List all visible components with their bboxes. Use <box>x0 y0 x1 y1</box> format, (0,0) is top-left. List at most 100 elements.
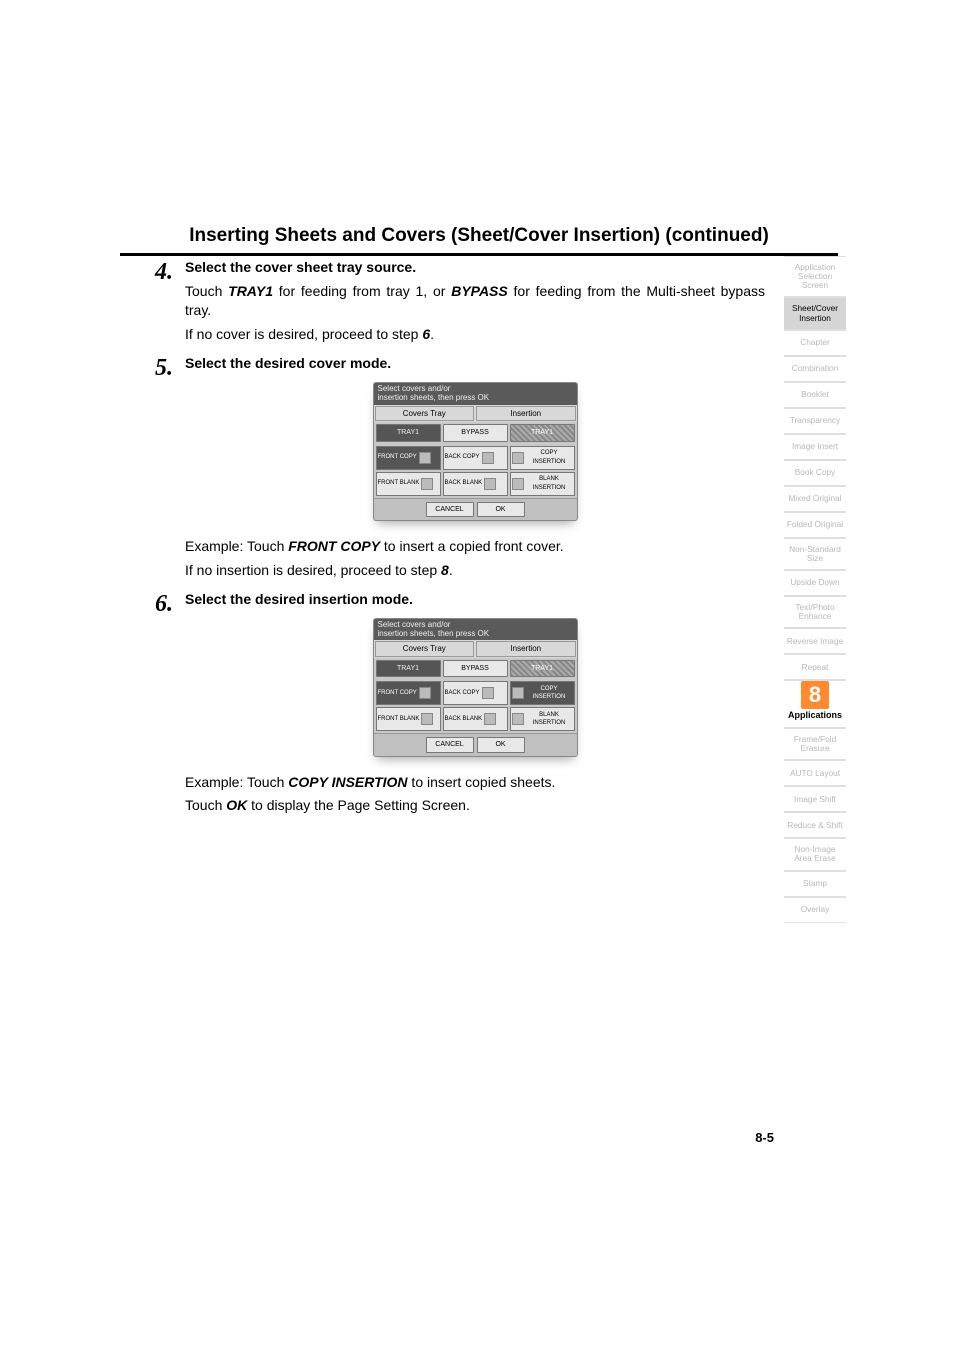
ok-label: OK <box>226 797 247 813</box>
step-6-example: Example: Touch COPY INSERTION to insert … <box>185 773 765 793</box>
label: FRONT COPY <box>378 689 417 697</box>
step-ref-6: 6 <box>422 326 430 342</box>
step-4-line1: Touch TRAY1 for feeding from tray 1, or … <box>185 282 765 321</box>
sidebar-item[interactable]: Book Copy <box>784 460 846 486</box>
sidebar-item[interactable]: Frame/Fold Erasure <box>784 728 846 760</box>
mock-section-covers: Covers Tray <box>375 406 475 421</box>
text: to display the Page Setting Screen. <box>247 797 470 813</box>
mock-top-row: TRAY1 BYPASS TRAY1 <box>374 658 577 680</box>
mock-sections: Covers Tray Insertion <box>374 405 577 422</box>
step-4-number: 4. <box>155 260 185 284</box>
sheet-icon <box>484 478 496 490</box>
cancel-button[interactable]: CANCEL <box>426 737 474 753</box>
bypass-button[interactable]: BYPASS <box>443 660 508 678</box>
label: BLANK INSERTION <box>526 475 573 492</box>
sidebar-item[interactable]: Booklet <box>784 382 846 408</box>
step-4-body: Select the cover sheet tray source. Touc… <box>185 258 765 348</box>
back-blank-button[interactable]: BACK BLANK <box>443 707 508 731</box>
sidebar-item-label: Repeat <box>802 663 829 672</box>
sidebar-item[interactable]: Text/Photo Enhance <box>784 596 846 628</box>
step-6-body: Select the desired insertion mode. Selec… <box>185 590 765 820</box>
sidebar-item-label: Folded Original <box>787 520 843 529</box>
sidebar-item[interactable]: Combination <box>784 356 846 382</box>
label: BACK BLANK <box>445 479 483 487</box>
front-blank-button[interactable]: FRONT BLANK <box>376 472 441 496</box>
text: for feeding from tray 1, or <box>273 283 451 299</box>
tray1-label: TRAY1 <box>228 283 273 299</box>
step-6-number: 6. <box>155 592 185 616</box>
back-copy-button[interactable]: BACK COPY <box>443 681 508 705</box>
sidebar-item-label: Booklet <box>801 390 829 399</box>
text: If no insertion is desired, proceed to s… <box>185 562 441 578</box>
sidebar-item-label: Reduce & Shift <box>787 821 842 830</box>
sidebar-item-label: Non-Standard Size <box>786 545 844 563</box>
sidebar-item[interactable]: Folded Original <box>784 512 846 538</box>
sidebar-item[interactable]: Repeat <box>784 654 846 680</box>
ok-button[interactable]: OK <box>477 737 525 753</box>
sheet-icon <box>512 713 524 725</box>
text: to insert copied sheets. <box>408 774 556 790</box>
front-copy-button[interactable]: FRONT COPY <box>376 446 441 470</box>
tray1-button[interactable]: TRAY1 <box>376 660 441 678</box>
text: to insert a copied front cover. <box>380 538 564 554</box>
sidebar-item[interactable]: Non-Standard Size <box>784 538 846 570</box>
step-6-heading: Select the desired insertion mode. <box>185 590 765 610</box>
mock-head-line1: Select covers and/or <box>378 384 451 393</box>
sidebar-item-label: Applications <box>788 711 842 721</box>
sheet-icon <box>421 713 433 725</box>
label: COPY INSERTION <box>526 685 573 702</box>
back-blank-button[interactable]: BACK BLANK <box>443 472 508 496</box>
step-6-after: Touch OK to display the Page Setting Scr… <box>185 796 765 816</box>
copy-insertion-button[interactable]: COPY INSERTION <box>510 681 575 705</box>
sidebar-item[interactable]: 8Applications <box>784 680 846 728</box>
label: BLANK INSERTION <box>526 711 573 728</box>
sidebar-item[interactable]: Reverse Image <box>784 628 846 654</box>
sidebar-item-label: Book Copy <box>795 468 836 477</box>
text: Example: Touch <box>185 538 288 554</box>
step-4: 4. Select the cover sheet tray source. T… <box>155 258 765 348</box>
text: If no cover is desired, proceed to step <box>185 326 422 342</box>
sidebar-item[interactable]: Upside Down <box>784 570 846 596</box>
sidebar-item[interactable]: Mixed Original <box>784 486 846 512</box>
bypass-button[interactable]: BYPASS <box>443 424 508 442</box>
page-title: Inserting Sheets and Covers (Sheet/Cover… <box>120 225 838 256</box>
blank-insertion-button[interactable]: BLANK INSERTION <box>510 472 575 496</box>
step-6: 6. Select the desired insertion mode. Se… <box>155 590 765 820</box>
step-5-after: If no insertion is desired, proceed to s… <box>185 561 765 581</box>
blank-insertion-button[interactable]: BLANK INSERTION <box>510 707 575 731</box>
sidebar-item-label: Image Shift <box>794 795 836 804</box>
sheet-icon <box>512 478 524 490</box>
front-blank-button[interactable]: FRONT BLANK <box>376 707 441 731</box>
sheet-icon <box>512 452 524 464</box>
tray1-button[interactable]: TRAY1 <box>376 424 441 442</box>
step-ref-8: 8 <box>441 562 449 578</box>
step-5-example: Example: Touch FRONT COPY to insert a co… <box>185 537 765 557</box>
sidebar-item[interactable]: Overlay <box>784 897 846 923</box>
sidebar-item[interactable]: Sheet/Cover Insertion <box>784 297 846 329</box>
front-copy-label: FRONT COPY <box>288 538 380 554</box>
tray1-right-button[interactable]: TRAY1 <box>510 424 575 442</box>
sidebar-item[interactable]: Reduce & Shift <box>784 812 846 838</box>
sidebar-item-label: Application Selection Screen <box>786 263 844 290</box>
front-copy-button[interactable]: FRONT COPY <box>376 681 441 705</box>
mock-section-insertion: Insertion <box>476 406 576 421</box>
sidebar-item[interactable]: AUTO Layout <box>784 760 846 786</box>
sidebar-item-label: Upside Down <box>790 578 839 587</box>
sidebar-item[interactable]: Image Insert <box>784 434 846 460</box>
label: BACK COPY <box>445 689 480 697</box>
cancel-button[interactable]: CANCEL <box>426 502 474 518</box>
ok-button[interactable]: OK <box>477 502 525 518</box>
tray1-right-button[interactable]: TRAY1 <box>510 660 575 678</box>
step-4-line2: If no cover is desired, proceed to step … <box>185 325 765 345</box>
sidebar-item[interactable]: Non-Image Area Erase <box>784 838 846 870</box>
mock-bottom: CANCEL OK <box>374 733 577 756</box>
sidebar-item[interactable]: Chapter <box>784 330 846 356</box>
copy-insertion-button[interactable]: COPY INSERTION <box>510 446 575 470</box>
back-copy-button[interactable]: BACK COPY <box>443 446 508 470</box>
screenshot-cover-mode: Select covers and/or insertion sheets, t… <box>185 382 765 527</box>
sidebar-item[interactable]: Image Shift <box>784 786 846 812</box>
mock-section-covers: Covers Tray <box>375 641 475 656</box>
sidebar-item[interactable]: Transparency <box>784 408 846 434</box>
sidebar-item[interactable]: Application Selection Screen <box>784 256 846 297</box>
sidebar-item[interactable]: Stamp <box>784 871 846 897</box>
